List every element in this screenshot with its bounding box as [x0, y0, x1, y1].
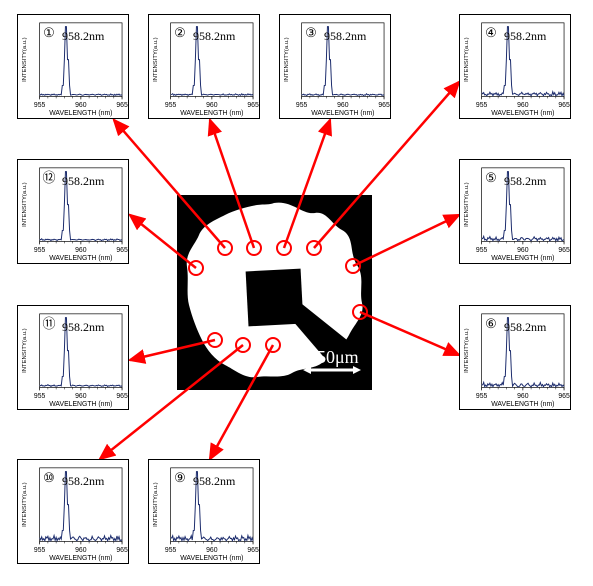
peak-wavelength-label: 958.2nm — [504, 320, 546, 335]
panel-number: ⑨ — [173, 470, 187, 484]
svg-text:955: 955 — [34, 547, 46, 554]
peak-wavelength-label: 958.2nm — [62, 174, 104, 189]
svg-text:WAVELENGTH (nm): WAVELENGTH (nm) — [49, 255, 112, 262]
svg-text:WAVELENGTH (nm): WAVELENGTH (nm) — [180, 110, 243, 117]
svg-text:960: 960 — [75, 102, 87, 109]
svg-text:955: 955 — [165, 547, 177, 554]
svg-text:965: 965 — [116, 247, 128, 254]
panel-number: ② — [173, 25, 187, 39]
svg-text:INTENSITY(a.u.): INTENSITY(a.u.) — [22, 182, 28, 226]
svg-text:955: 955 — [476, 102, 488, 109]
svg-text:955: 955 — [476, 393, 488, 400]
svg-text:INTENSITY(a.u.): INTENSITY(a.u.) — [22, 37, 28, 81]
svg-text:965: 965 — [116, 393, 128, 400]
svg-text:INTENSITY(a.u.): INTENSITY(a.u.) — [153, 37, 159, 81]
peak-wavelength-label: 958.2nm — [504, 174, 546, 189]
svg-text:WAVELENGTH (nm): WAVELENGTH (nm) — [491, 110, 554, 117]
panel-number: ⑩ — [42, 470, 56, 484]
panel-number: ③ — [304, 25, 318, 39]
spectrum-panel-4: 955 960 965 WAVELENGTH (nm) INTENSITY(a.u.) ④… — [459, 14, 571, 119]
peak-wavelength-label: 958.2nm — [62, 474, 104, 489]
spectrum-panel-8: 955 960 965 WAVELENGTH (nm) INTENSITY(a.u.) ⑪… — [17, 305, 129, 410]
spectrum-panel-1: 955 960 965 WAVELENGTH (nm) INTENSITY(a.u.) ①… — [17, 14, 129, 119]
svg-text:WAVELENGTH (nm): WAVELENGTH (nm) — [49, 110, 112, 117]
svg-text:WAVELENGTH (nm): WAVELENGTH (nm) — [49, 555, 112, 562]
peak-wavelength-label: 958.2nm — [62, 320, 104, 335]
svg-text:WAVELENGTH (nm): WAVELENGTH (nm) — [491, 401, 554, 408]
panel-number: ⑪ — [42, 316, 56, 330]
peak-wavelength-label: 958.2nm — [504, 29, 546, 44]
peak-wavelength-label: 958.2nm — [193, 29, 235, 44]
svg-text:WAVELENGTH (nm): WAVELENGTH (nm) — [49, 401, 112, 408]
svg-text:WAVELENGTH (nm): WAVELENGTH (nm) — [180, 555, 243, 562]
svg-text:960: 960 — [517, 102, 529, 109]
svg-text:965: 965 — [247, 547, 259, 554]
spectrum-panel-10: 955 960 965 WAVELENGTH (nm) INTENSITY(a.u.) ⑨… — [148, 459, 260, 564]
svg-text:960: 960 — [206, 102, 218, 109]
peak-wavelength-label: 958.2nm — [193, 474, 235, 489]
svg-text:INTENSITY(a.u.): INTENSITY(a.u.) — [464, 328, 470, 372]
svg-text:960: 960 — [75, 247, 87, 254]
svg-text:965: 965 — [558, 393, 570, 400]
panel-number: ⑫ — [42, 170, 56, 184]
spectrum-panel-3: 955 960 965 WAVELENGTH (nm) INTENSITY(a.u.) ③… — [279, 14, 391, 119]
svg-text:965: 965 — [558, 102, 570, 109]
svg-text:955: 955 — [34, 393, 46, 400]
spectrum-panel-5: 955 960 965 WAVELENGTH (nm) INTENSITY(a.u.) ⑤… — [459, 159, 571, 264]
svg-text:INTENSITY(a.u.): INTENSITY(a.u.) — [464, 182, 470, 226]
svg-text:WAVELENGTH (nm): WAVELENGTH (nm) — [311, 110, 374, 117]
svg-text:INTENSITY(a.u.): INTENSITY(a.u.) — [284, 37, 290, 81]
svg-text:955: 955 — [296, 102, 308, 109]
peak-wavelength-label: 958.2nm — [62, 29, 104, 44]
spectrum-panel-2: 955 960 965 WAVELENGTH (nm) INTENSITY(a.u.) ②… — [148, 14, 260, 119]
svg-text:960: 960 — [337, 102, 349, 109]
spectrum-panel-9: 955 960 965 WAVELENGTH (nm) INTENSITY(a.u.) ⑩… — [17, 459, 129, 564]
svg-text:INTENSITY(a.u.): INTENSITY(a.u.) — [464, 37, 470, 81]
svg-text:960: 960 — [517, 247, 529, 254]
svg-text:955: 955 — [34, 247, 46, 254]
svg-text:960: 960 — [75, 547, 87, 554]
center-microscopy-image: 50μm — [177, 195, 372, 390]
svg-text:INTENSITY(a.u.): INTENSITY(a.u.) — [22, 328, 28, 372]
svg-text:955: 955 — [34, 102, 46, 109]
scale-bar-label: 50μm — [317, 347, 359, 367]
svg-text:965: 965 — [558, 247, 570, 254]
svg-text:955: 955 — [476, 247, 488, 254]
panel-number: ⑥ — [484, 316, 498, 330]
spectrum-panel-6: 955 960 965 WAVELENGTH (nm) INTENSITY(a.u.) ⑥… — [459, 305, 571, 410]
svg-text:965: 965 — [116, 102, 128, 109]
peak-wavelength-label: 958.2nm — [324, 29, 366, 44]
panel-number: ⑤ — [484, 170, 498, 184]
svg-text:WAVELENGTH (nm): WAVELENGTH (nm) — [491, 255, 554, 262]
svg-text:960: 960 — [517, 393, 529, 400]
spectrum-panel-7: 955 960 965 WAVELENGTH (nm) INTENSITY(a.u.) ⑫… — [17, 159, 129, 264]
svg-text:960: 960 — [75, 393, 87, 400]
svg-text:965: 965 — [378, 102, 390, 109]
svg-text:INTENSITY(a.u.): INTENSITY(a.u.) — [22, 482, 28, 526]
svg-text:955: 955 — [165, 102, 177, 109]
svg-text:965: 965 — [116, 547, 128, 554]
svg-text:960: 960 — [206, 547, 218, 554]
svg-text:965: 965 — [247, 102, 259, 109]
svg-text:INTENSITY(a.u.): INTENSITY(a.u.) — [153, 482, 159, 526]
panel-number: ① — [42, 25, 56, 39]
panel-number: ④ — [484, 25, 498, 39]
